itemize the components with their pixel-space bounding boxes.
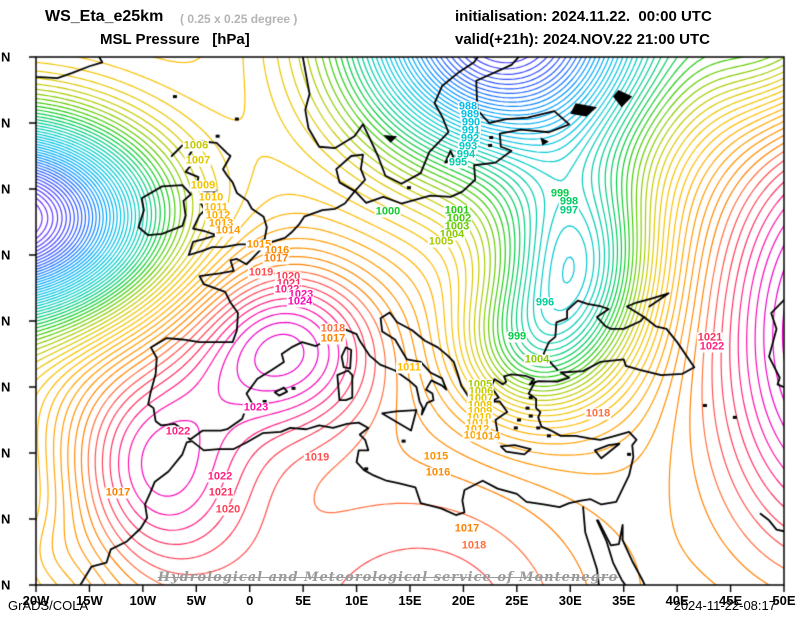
- lat-tick-label: N: [1, 379, 11, 395]
- contour-label: 1004: [523, 353, 551, 366]
- lat-tick-label: N: [1, 511, 11, 527]
- lon-tick-label: 50E: [772, 593, 796, 608]
- contour-label: 999: [549, 187, 571, 200]
- contour-label: 1021: [696, 331, 724, 344]
- resolution-note: ( 0.25 x 0.25 degree ): [180, 12, 298, 26]
- contour-label: 1017: [262, 252, 290, 265]
- contour-label: 1008: [466, 399, 494, 412]
- contour-label: 1012: [204, 209, 232, 222]
- contour-label: 1013: [207, 217, 235, 230]
- lat-tick-label: N: [1, 445, 11, 461]
- contour-label: 1006: [467, 385, 495, 398]
- lat-tick-label: N: [1, 247, 11, 263]
- contour-label: 1005: [466, 378, 494, 391]
- contour-label: 1018: [584, 407, 612, 420]
- contour-label: 1022: [206, 470, 234, 483]
- initialisation-time: initialisation: 2024.11.22. 00:00 UTC: [455, 8, 712, 25]
- contour-label: 1007: [467, 392, 495, 405]
- contour-label: 1003: [443, 220, 471, 233]
- lon-tick-label: 20W: [22, 593, 50, 608]
- contour-label: 1010: [465, 411, 493, 424]
- contour-label: 997: [558, 204, 580, 217]
- contour-label: 993: [457, 140, 479, 153]
- lat-tick-label: N: [1, 181, 11, 197]
- lat-tick-label: N: [1, 313, 11, 329]
- contour-label: 1019: [303, 451, 331, 464]
- lon-tick-label: 20E: [451, 593, 475, 608]
- contour-label: 1022: [698, 340, 726, 353]
- contour-label: 1011: [203, 201, 229, 214]
- contour-label: 1017: [453, 522, 481, 535]
- contour-label: 1009: [466, 405, 494, 418]
- contour-label: 1004: [438, 228, 466, 241]
- lon-tick-label: 15E: [398, 593, 422, 608]
- creation-timestamp: 2024-11-22-08:17: [673, 598, 776, 613]
- contour-label: 1010: [197, 191, 225, 204]
- contour-label: 1021: [207, 486, 235, 499]
- contour-label: 1007: [184, 154, 212, 167]
- contour-label: 988: [457, 100, 479, 113]
- contour-label: 999: [506, 330, 528, 343]
- contour-label: 1019: [247, 266, 275, 279]
- contour-label: 1015: [422, 450, 450, 463]
- contour-label: 1020: [274, 270, 302, 283]
- contour-label: 1012: [463, 423, 491, 436]
- contour-label: 989: [459, 108, 481, 121]
- contour-label: 990: [460, 116, 482, 129]
- lon-tick-label: 25E: [505, 593, 529, 608]
- contour-label: 1018: [319, 322, 347, 335]
- lon-tick-label: 5W: [186, 593, 207, 608]
- lon-tick-label: 40E: [665, 593, 689, 608]
- model-title: WS_Eta_e25km: [45, 8, 164, 25]
- lon-tick-label: 15W: [76, 593, 103, 608]
- lon-tick-label: 45E: [718, 593, 743, 608]
- contour-label: 1018: [460, 539, 488, 552]
- lon-tick-label: 30E: [558, 593, 582, 608]
- contour-label: 1017: [319, 332, 347, 345]
- contour-label: 1022: [273, 284, 301, 296]
- contour-label: 1016: [424, 466, 452, 479]
- lat-tick-label: N: [1, 115, 11, 131]
- contour-label: 1021: [275, 277, 303, 290]
- watermark: Hydrological and Meteorological service …: [157, 570, 619, 585]
- contour-label: 996: [534, 296, 556, 309]
- contour-label: 995: [447, 156, 469, 169]
- contour-label: 1015: [245, 238, 273, 251]
- lon-tick-label: 0: [246, 593, 254, 608]
- contour-label: 1023: [242, 401, 270, 414]
- lon-tick-label: 35E: [612, 593, 636, 608]
- variable-subtitle: MSL Pressure [hPa]: [100, 31, 250, 48]
- contour-label: 1009: [189, 179, 217, 192]
- contour-label: 1022: [164, 425, 192, 438]
- contour-label: 1024: [286, 295, 314, 308]
- contour-label: 1011: [465, 417, 491, 430]
- contour-label: 1014: [214, 224, 242, 237]
- lon-tick-label: 10E: [344, 593, 369, 608]
- grads-credit: GrADS/COLA: [8, 598, 89, 613]
- contour-label: 1020: [214, 503, 242, 516]
- contour-label: 1011: [396, 361, 422, 374]
- contour-label: 1002: [445, 212, 473, 225]
- lat-tick-label: N: [1, 49, 11, 65]
- contour-label: 1001: [443, 204, 471, 217]
- lat-tick-label: N: [1, 577, 11, 593]
- contour-label: 1005: [427, 235, 455, 248]
- contour-label: 991: [460, 124, 482, 137]
- contour-label: 998: [558, 195, 580, 208]
- contour-label: 1006: [182, 139, 210, 152]
- contour-label: 994: [455, 148, 477, 161]
- contour-label: 1017: [104, 486, 132, 499]
- contour-label: 1023: [287, 288, 315, 301]
- lon-tick-label: 5E: [295, 593, 312, 608]
- contour-label: 1014: [474, 430, 502, 443]
- contour-label: 1016: [263, 244, 291, 257]
- valid-time: valid(+21h): 2024.NOV.22 21:00 UTC: [455, 31, 710, 48]
- lon-tick-label: 10W: [129, 593, 157, 608]
- contour-label: 1000: [374, 205, 402, 218]
- contour-label: 992: [459, 132, 481, 145]
